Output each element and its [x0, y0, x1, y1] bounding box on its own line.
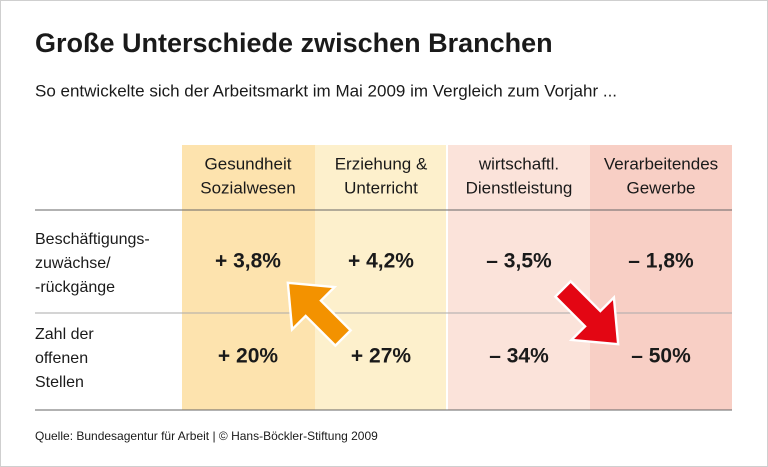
row-label: zuwächse/	[35, 255, 111, 272]
cell-value: – 50%	[631, 345, 691, 368]
column-header: Unterricht	[344, 178, 418, 197]
cell-value: + 27%	[351, 345, 411, 368]
cell-value: + 4,2%	[348, 250, 414, 273]
cell-value: – 3,5%	[486, 250, 552, 273]
source: Quelle: Bundesagentur für Arbeit | © Han…	[35, 429, 378, 443]
arrow-up	[286, 281, 353, 348]
subtitle: So entwickelte sich der Arbeitsmarkt im …	[35, 81, 617, 100]
column-bg	[182, 145, 315, 410]
column-header: Verarbeitendes	[604, 154, 718, 173]
column-header: Sozialwesen	[200, 178, 295, 197]
column-bg	[315, 145, 446, 410]
cell-value: + 20%	[218, 345, 278, 368]
column-header: Erziehung &	[335, 154, 428, 173]
column-bg	[590, 145, 732, 410]
row-label: Beschäftigungs-	[35, 231, 150, 248]
row-label: Stellen	[35, 374, 84, 391]
row-label: offenen	[35, 350, 88, 367]
arrow-down	[553, 279, 620, 346]
row-label: -rückgänge	[35, 279, 115, 296]
column-header: Dienstleistung	[466, 178, 573, 197]
cell-value: + 3,8%	[215, 250, 281, 273]
column-header: Gewerbe	[627, 178, 696, 197]
cell-value: – 34%	[489, 345, 549, 368]
title: Große Unterschiede zwischen Branchen	[35, 28, 553, 58]
cell-value: – 1,8%	[628, 250, 694, 273]
column-bg	[448, 145, 590, 410]
row-label: Zahl der	[35, 326, 94, 343]
column-header: Gesundheit	[205, 154, 292, 173]
column-header: wirtschaftl.	[478, 154, 559, 173]
